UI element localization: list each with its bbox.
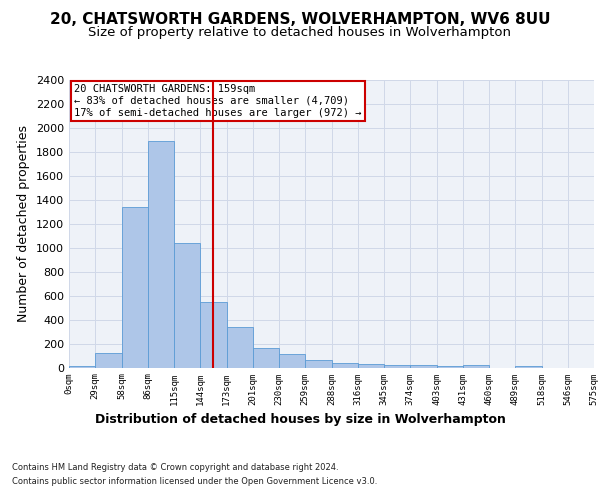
Bar bbox=[121, 207, 148, 368]
Bar bbox=[331, 362, 358, 368]
Bar bbox=[515, 366, 542, 368]
Bar bbox=[200, 302, 227, 368]
Text: Contains HM Land Registry data © Crown copyright and database right 2024.: Contains HM Land Registry data © Crown c… bbox=[12, 462, 338, 471]
Bar bbox=[148, 141, 174, 368]
Bar bbox=[95, 353, 121, 368]
Bar bbox=[358, 364, 384, 368]
Text: Distribution of detached houses by size in Wolverhampton: Distribution of detached houses by size … bbox=[95, 412, 505, 426]
Bar bbox=[253, 348, 279, 368]
Bar bbox=[279, 354, 305, 368]
Bar bbox=[463, 365, 489, 368]
Bar bbox=[305, 360, 331, 368]
Bar bbox=[410, 365, 437, 368]
Bar bbox=[437, 366, 463, 368]
Bar bbox=[69, 366, 95, 368]
Text: 20 CHATSWORTH GARDENS: 159sqm
← 83% of detached houses are smaller (4,709)
17% o: 20 CHATSWORTH GARDENS: 159sqm ← 83% of d… bbox=[74, 84, 362, 117]
Bar bbox=[174, 243, 200, 368]
Text: 20, CHATSWORTH GARDENS, WOLVERHAMPTON, WV6 8UU: 20, CHATSWORTH GARDENS, WOLVERHAMPTON, W… bbox=[50, 12, 550, 28]
Y-axis label: Number of detached properties: Number of detached properties bbox=[17, 125, 31, 322]
Text: Contains public sector information licensed under the Open Government Licence v3: Contains public sector information licen… bbox=[12, 478, 377, 486]
Bar bbox=[384, 364, 410, 368]
Bar bbox=[227, 328, 253, 368]
Text: Size of property relative to detached houses in Wolverhampton: Size of property relative to detached ho… bbox=[89, 26, 511, 39]
